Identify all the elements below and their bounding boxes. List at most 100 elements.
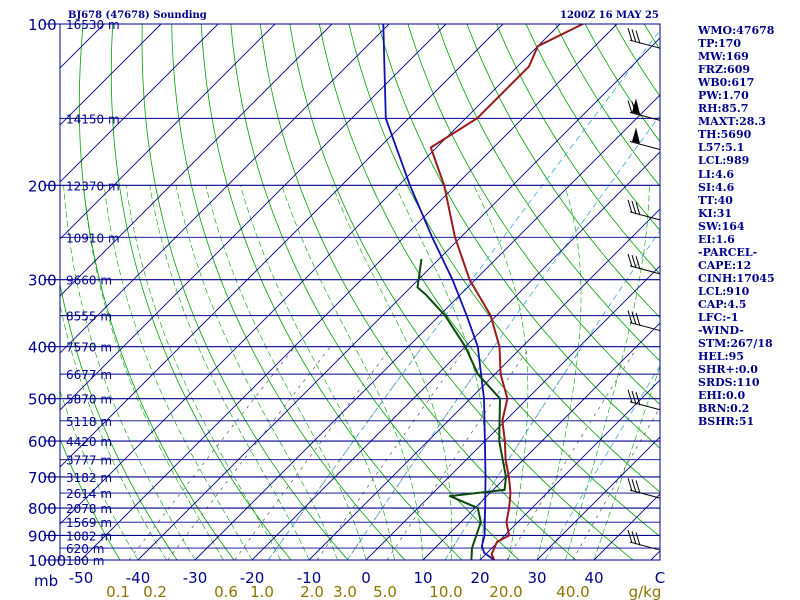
pressure-tick-label: 700 [28,469,57,487]
mixing-ratio-tick-label: 3.0 [333,583,357,600]
stability-index-item: -WIND- [698,324,744,338]
height-tick-label: 10910 m [66,231,120,245]
wind-barb [627,98,661,121]
dewpoint-data-point [477,507,479,509]
height-tick-label: 16530 m [66,18,120,32]
stability-index-item: CINH:17045 [698,271,775,285]
temperature-data-point [489,314,492,317]
temperature-data-point [537,45,539,47]
parcel-data-point [431,236,434,239]
sounding-profiles [382,24,584,560]
parcel-data-point [484,507,487,509]
stability-index-item: WB0:617 [698,76,755,90]
pressure-tick-label: 100 [28,16,57,34]
height-tick-label: 3777 m [66,454,112,468]
stability-index-item: KI:31 [698,206,733,220]
isotherm-line [60,24,504,468]
pressure-tick-label: 200 [28,177,57,195]
mixing-ratio-tick-label: 0.1 [106,583,130,600]
wind-barb [627,199,661,221]
wind-barb [629,127,661,151]
mixing-ratio-tick-label: 0.6 [214,583,238,600]
dewpoint-data-point [477,373,479,375]
stability-index-item: CAPE:12 [698,258,752,272]
pressure-tick-label: 600 [28,433,57,451]
height-tick-label: 6677 m [66,368,112,382]
pressure-tick-label: 1000 [28,552,66,570]
parcel-data-point [483,534,486,537]
parcel-data-point [465,314,468,317]
moist-adiabat-line [60,303,167,560]
wind-barbs [627,28,661,551]
dewpoint-data-point [471,547,473,549]
isotherm-line [137,37,660,560]
dewpoint-data-point [420,258,423,261]
isobars [44,23,660,561]
temperature-data-point [498,345,501,348]
stability-index-item: EHI:0.0 [698,389,746,403]
stability-index-item: TP:170 [698,37,742,51]
parcel-data-point [481,544,483,547]
stability-index-item: STM:267/18 [698,337,773,351]
dewpoint-data-point [425,294,427,296]
stability-index-item: EI:1.6 [698,232,735,246]
stability-index-item: RH:85.7 [698,102,749,116]
parcel-data-point [409,184,411,187]
mixing-ratio-tick-label: 10.0 [429,583,462,600]
pressure-tick-label: 900 [28,527,57,545]
pressure-unit-label: mb [34,572,58,590]
temperature-tick-label: 0 [361,569,371,587]
temperature-tick-label: 10 [413,569,432,587]
mixing-ratio-tick-label: 1.0 [250,583,274,600]
height-tick-label: 620 m [66,542,104,556]
height-tick-label: 5870 m [66,393,112,407]
temperature-data-point [508,534,510,537]
wind-barb [627,389,661,411]
temperature-data-point [490,553,493,555]
height-tick-label: 14150 m [66,112,120,126]
height-tick-label: 12370 m [66,179,120,193]
temperature-tick-label: -40 [126,569,151,587]
temperature-tick-label: -50 [69,569,94,587]
wind-barb [627,28,661,49]
height-tick-label: 1569 m [66,516,112,530]
temperature-data-point [506,397,509,400]
dewpoint-data-point [505,476,507,478]
stability-index-item: L57:5.1 [698,141,745,155]
isotherm-line [60,24,447,411]
temperature-data-point [430,146,432,149]
stability-index-item: BRN:0.2 [698,402,750,416]
isotherm-line [479,379,660,560]
stability-index-item: LI:4.6 [698,167,735,181]
temperature-data-point [443,184,446,187]
height-tick-label: 7570 m [66,341,112,355]
stability-index-item: WMO:47678 [698,24,775,37]
moist-adiabat-line [149,185,310,560]
isotherm-line [422,322,660,560]
pressure-tick-label: 800 [28,500,57,518]
pressure-tick-label: 400 [28,339,57,357]
temperature-unit-label: C [655,569,665,587]
isotherm-line [60,24,162,126]
parcel-data-point [451,278,454,281]
mixing-ratio-tick-label: 0.2 [143,583,167,600]
parcel-data-point [484,476,487,478]
temperature-data-point [508,507,510,509]
height-tick-label: 9660 m [66,274,112,288]
temperature-data-point [454,236,456,239]
plot-frame [59,23,661,561]
isotherm-line [60,24,390,354]
moist-adiabat-line [565,185,650,560]
stability-index-item: TH:5690 [698,128,752,142]
mixing-ratio-tick-label: 5.0 [373,583,397,600]
dewpoint-data-point [416,286,419,289]
dewpoint-data-point [498,440,501,442]
stability-index-item: SHR+:0.0 [698,363,758,377]
stability-index-panel: WMO:47678 TP:170 MW:169 FRZ:609 WB0:617 PW:1.… [698,24,798,428]
mixing-ratio-tick-label: 20.0 [489,583,522,600]
dewpoint-data-point [449,495,451,497]
temperature-tick-label: -30 [183,569,208,587]
isotherm-line [308,208,660,560]
